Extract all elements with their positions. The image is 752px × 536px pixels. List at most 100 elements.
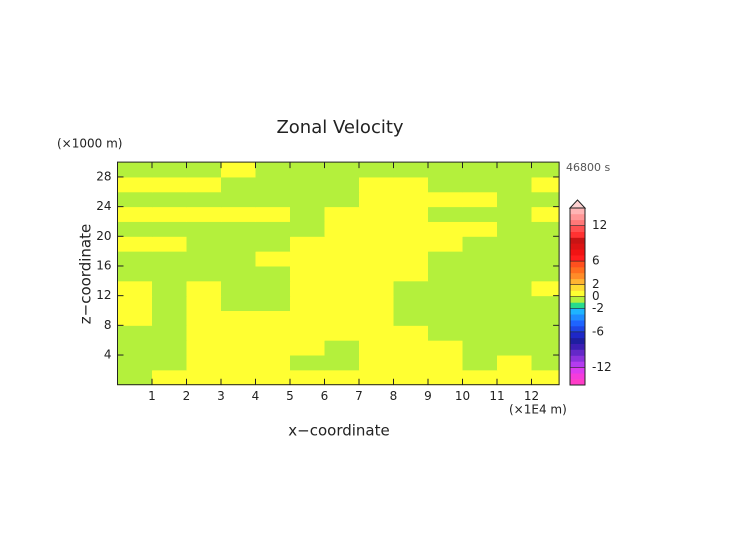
contour-cell [186,236,222,252]
contour-cell [497,265,532,282]
contour-cell [186,206,222,222]
contour-cell [117,176,153,193]
contour-cell [428,355,463,371]
contour-cell [359,191,394,208]
x-tick-label: 10 [455,389,470,403]
contour-cell [393,236,429,252]
contour-cell [531,191,560,208]
contour-cell [255,176,291,193]
contour-cell [462,236,498,252]
colorbar-segment [570,349,585,356]
contour-cell [255,325,291,341]
contour-cell [221,325,256,341]
contour-cell [186,295,222,311]
contour-cell [290,236,325,252]
contour-cell [255,221,291,237]
colorbar-segment [570,290,585,297]
contour-cell [186,265,222,282]
plot-frame [117,161,560,386]
colorbar-segment [570,231,585,238]
contour-cell [359,236,394,252]
contour-cell [152,206,187,222]
colorbar-segment [570,367,585,374]
contour-cell [290,369,325,386]
contour-cell [117,325,153,341]
x-tick-label: 1 [148,389,156,403]
contour-cell [221,221,256,237]
contour-cell [531,265,560,282]
contour-cell [359,340,394,356]
y-tick-label: 8 [104,318,112,332]
colorbar-segment [570,361,585,368]
contour-cell [462,310,498,326]
contour-cell [393,310,429,326]
contour-cell [117,162,153,178]
contour-cell [290,265,325,282]
contour-cell [531,369,560,386]
contour-cell [152,369,187,386]
contour-cell [255,295,291,311]
contour-cell [324,176,360,193]
x-tick-label: 8 [390,389,398,403]
contour-cell [324,295,360,311]
colorbar-segment [570,249,585,256]
contour-cell [117,191,153,208]
contour-cell [152,310,187,326]
contour-cell [221,162,256,178]
contour-cell [359,251,394,267]
contour-cell [531,206,560,222]
contour-cell [462,340,498,356]
contour-cell [531,295,560,311]
contour-cell [428,340,463,356]
contour-cell [221,280,256,297]
contour-cell [497,340,532,356]
contour-cell [255,236,291,252]
contour-cell [186,162,222,178]
chart-title: Zonal Velocity [276,117,403,138]
contour-cell [324,280,360,297]
contour-cell [152,191,187,208]
contour-cell [186,221,222,237]
contour-cell [221,369,256,386]
colorbar-segment [570,284,585,291]
contour-cell [117,355,153,371]
contour-cell [186,355,222,371]
contour-cell [393,265,429,282]
contour-cell [497,369,532,386]
contour-cell [324,340,360,356]
contour-cell [531,340,560,356]
contour-cell [290,162,325,178]
contour-cell [186,280,222,297]
contour-cell [290,340,325,356]
colorbar-segment [570,343,585,350]
colorbar-tick-label: 6 [592,254,600,268]
contour-cell [531,221,560,237]
contour-cell [497,251,532,267]
x-tick-label: 5 [286,389,294,403]
contour-cell [186,251,222,267]
colorbar-tick-label: 0 [592,289,600,303]
contour-cell [359,369,394,386]
contour-cell [290,206,325,222]
contour-cell [462,221,498,237]
contour-cell [462,295,498,311]
contour-cell [428,295,463,311]
x-tick-label: 12 [524,389,539,403]
contour-cell [117,280,153,297]
y-unit-label: (×1000 m) [57,137,122,151]
contour-cell [531,280,560,297]
contour-cell [531,251,560,267]
y-tick-label: 28 [96,169,111,183]
contour-cell [359,206,394,222]
contour-cell [462,206,498,222]
contour-cell [428,176,463,193]
contour-cell [462,265,498,282]
contour-cell [186,176,222,193]
x-tick-label: 3 [217,389,225,403]
contour-cell [393,176,429,193]
contour-cell [255,340,291,356]
contour-cell [497,191,532,208]
contour-cell [152,251,187,267]
contour-cell [221,236,256,252]
contour-cell [324,162,360,178]
